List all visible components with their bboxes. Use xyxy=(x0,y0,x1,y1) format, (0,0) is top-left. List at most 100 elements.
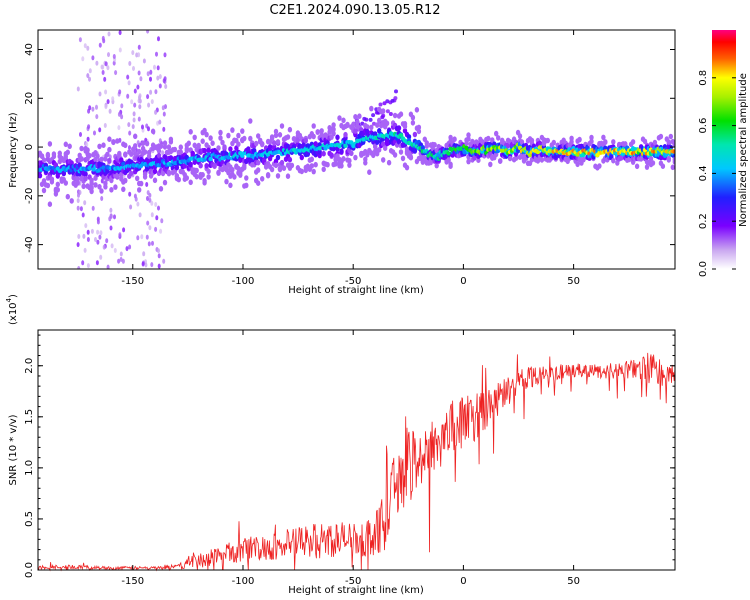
spectrogram-cell xyxy=(488,161,493,168)
spectrogram-scatter-cell xyxy=(138,212,142,218)
spectrogram-scatter-cell xyxy=(117,258,121,264)
spectrogram-cell xyxy=(75,180,80,186)
spectrogram-scatter-cell xyxy=(76,86,80,92)
spectrogram-cell xyxy=(190,151,195,157)
spectrogram-scatter-cell xyxy=(142,58,146,64)
snr-x-tick-label: -100 xyxy=(232,576,255,587)
spectrogram-cell xyxy=(178,144,183,150)
spectrogram-cell xyxy=(65,149,71,156)
spectrogram-cell xyxy=(309,156,314,163)
spectrogram-cell xyxy=(192,159,197,165)
spectrogram-cell xyxy=(313,141,318,147)
spectrogram-scatter-cell xyxy=(146,71,150,77)
spectrogram-cell xyxy=(83,175,88,182)
spectrogram-cell xyxy=(107,136,112,142)
spectrogram-cell xyxy=(672,141,675,148)
spectrogram-scatter-cell xyxy=(136,201,140,207)
spectrogram-cell xyxy=(279,159,285,166)
spectrogram-scatter-cell xyxy=(145,234,149,240)
spectrogram-scatter-cell xyxy=(95,104,98,110)
snr-exponent-base: (x10 xyxy=(8,302,19,325)
spectrogram-cell xyxy=(392,112,398,119)
spectrogram-scatter-cell xyxy=(133,88,137,94)
spectrogram-scatter-cell xyxy=(147,241,151,247)
spectrogram-cell xyxy=(648,155,654,162)
spectrogram-scatter-cell xyxy=(127,122,131,128)
spectrogram-scatter-cell xyxy=(120,114,124,120)
spectrogram-scatter-cell xyxy=(138,93,142,99)
spectrogram-scatter-cell xyxy=(93,130,96,136)
spectrogram-cell xyxy=(256,167,261,173)
spectrogram-cell xyxy=(248,135,253,142)
spectrogram-scatter-cell xyxy=(112,60,116,66)
spectrogram-cell xyxy=(218,135,223,141)
spectrogram-cell xyxy=(507,155,513,162)
spectrogram-cell xyxy=(466,158,471,165)
spectrogram-scatter-cell xyxy=(137,70,141,76)
spectrogram-cell xyxy=(109,187,114,193)
spectrogram-branch-cell xyxy=(380,115,385,120)
spectrogram-cell xyxy=(158,186,164,192)
spectrogram-scatter-cell xyxy=(120,103,124,109)
spectrogram-cell xyxy=(519,139,525,145)
spectrogram-scatter-cell xyxy=(119,251,123,257)
spectrogram-cell xyxy=(569,139,574,145)
colorbar-tick-label: 0.0 xyxy=(698,261,709,277)
spectrogram-cell xyxy=(184,175,189,181)
spectrogram-cell xyxy=(140,140,146,146)
spectrogram-scatter-cell xyxy=(151,240,154,246)
spectrogram-scatter-cell xyxy=(105,238,109,244)
spectrogram-scatter-cell xyxy=(86,45,90,51)
spectrogram-cell xyxy=(347,162,352,168)
spectrogram-core-cell xyxy=(535,149,541,155)
spectrogram-cell xyxy=(494,130,499,137)
spectrogram-cell xyxy=(142,171,148,177)
spectrogram-cell xyxy=(79,156,84,162)
spectrogram-cell xyxy=(275,173,281,179)
spectrogram-cell xyxy=(537,140,543,147)
spectrogram-scatter-cell xyxy=(104,61,108,67)
spectrogram-branch-cell xyxy=(388,112,393,116)
spectrogram-scatter-cell xyxy=(154,89,158,95)
spectrogram-cell xyxy=(246,146,251,152)
spectrogram-cell xyxy=(63,141,68,148)
spectrogram-cell xyxy=(448,161,453,168)
spectrogram-cell xyxy=(321,166,326,173)
spectrogram-scatter-cell xyxy=(91,205,95,211)
spectrogram-scatter-cell xyxy=(86,229,90,235)
spectrogram-cell xyxy=(303,137,308,144)
spectrogram-scatter-cell xyxy=(102,244,106,250)
spectrogram-branch-cell xyxy=(382,101,387,106)
spectrogram-cell xyxy=(192,134,197,141)
figure-title: C2E1.2024.090.13.05.R12 xyxy=(269,3,440,18)
spectrogram-cell xyxy=(135,175,140,182)
snr-y-tick-label: 0.0 xyxy=(24,562,35,578)
spectrogram-cell xyxy=(670,164,675,171)
spectrogram-scatter-cell xyxy=(103,123,107,128)
spectrogram-cell xyxy=(129,151,134,157)
spectrogram-cell xyxy=(577,136,582,143)
spectrogram-scatter-cell xyxy=(77,192,80,198)
spectrogram-x-tick-label: -100 xyxy=(232,276,255,287)
spectrogram-cell xyxy=(416,124,422,131)
spectrogram-cell xyxy=(432,142,437,148)
spectrogram-y-tick-label: -40 xyxy=(24,236,35,252)
spectrogram-cell xyxy=(172,146,178,153)
spectrogram-cell xyxy=(242,135,247,142)
spectrogram-cell xyxy=(498,158,503,164)
spectrogram-scatter-cell xyxy=(101,70,105,75)
spectrogram-cell xyxy=(267,144,273,150)
spectrogram-scatter-cell xyxy=(130,99,134,105)
spectrogram-cell xyxy=(381,141,386,147)
spectrogram-cell xyxy=(386,159,392,166)
spectrogram-cell xyxy=(93,182,98,188)
spectrogram-cell xyxy=(271,140,277,146)
spectrogram-cell xyxy=(89,188,94,195)
spectrogram-cell xyxy=(623,141,628,147)
spectrogram-cell xyxy=(256,133,261,139)
spectrogram-y-axis-label: Frequency (Hz) xyxy=(8,112,19,188)
spectrogram-scatter-cell xyxy=(76,205,80,211)
spectrogram-cell xyxy=(321,150,326,157)
spectrogram-cell xyxy=(79,145,84,152)
colorbar-tick-label: 0.4 xyxy=(698,165,709,181)
